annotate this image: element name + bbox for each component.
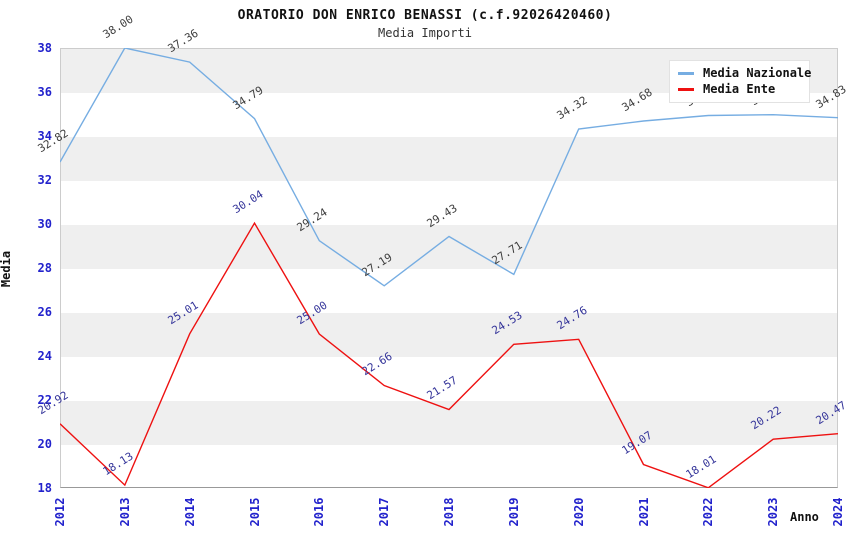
x-tick-label: 2016 — [312, 497, 327, 527]
x-axis-title: Anno — [790, 510, 819, 524]
legend-line-swatch — [678, 87, 694, 91]
y-tick-label: 22 — [37, 393, 52, 407]
y-tick-label: 30 — [37, 217, 52, 231]
x-tick-label: 2021 — [636, 497, 651, 527]
y-tick-label: 34 — [37, 129, 52, 143]
chart-subtitle: Media Importi — [378, 26, 472, 40]
x-tick-label: 2023 — [766, 497, 781, 527]
y-tick-label: 32 — [37, 173, 52, 187]
x-tick-label: 2019 — [506, 497, 521, 527]
x-tick-label: 2017 — [377, 497, 392, 527]
y-tick-label: 18 — [37, 481, 52, 495]
legend-label: Media Nazionale — [703, 66, 812, 80]
legend-line-swatch — [678, 71, 694, 75]
plot-area — [60, 48, 838, 488]
y-tick-label: 20 — [37, 437, 52, 451]
x-tick-label: 2012 — [53, 497, 67, 527]
series-lines — [60, 48, 838, 488]
legend-label: Media Ente — [703, 82, 776, 96]
legend-item: Media Nazionale — [678, 65, 811, 81]
x-tick-label: 2020 — [571, 497, 586, 527]
series-line-media-ente — [60, 221, 838, 488]
x-tick-label: 2013 — [117, 497, 132, 527]
y-tick-label: 38 — [37, 41, 52, 55]
y-tick-label: 26 — [37, 305, 52, 319]
x-tick-label: 2024 — [831, 497, 845, 527]
y-tick-label: 36 — [37, 85, 52, 99]
x-tick-label: 2022 — [701, 497, 716, 527]
series-line-media-nazionale — [60, 48, 838, 287]
x-tick-label: 2015 — [247, 497, 262, 527]
legend-item: Media Ente — [678, 81, 801, 97]
y-tick-label: 24 — [37, 349, 52, 363]
x-tick-label: 2014 — [182, 497, 197, 527]
x-tick-label: 2018 — [442, 497, 456, 527]
chart-title: ORATORIO DON ENRICO BENASSI (c.f.9202642… — [237, 8, 613, 23]
legend: Media Nazionale Media Ente — [669, 60, 811, 103]
y-tick-label: 28 — [37, 261, 52, 275]
